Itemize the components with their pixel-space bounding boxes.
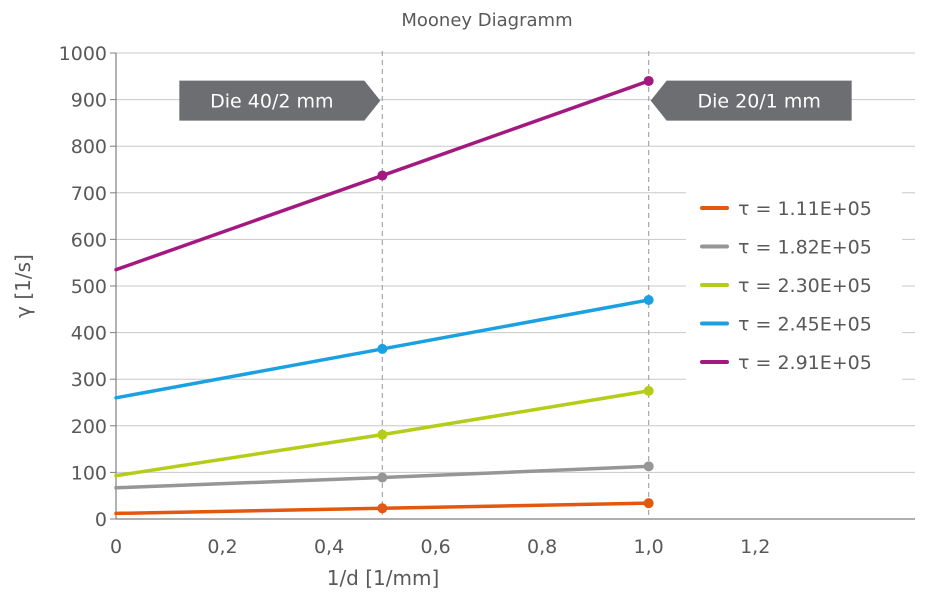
data-markers <box>377 75 654 514</box>
x-tick-label-2: 0,4 <box>314 536 344 558</box>
marker-0-1 <box>643 498 654 509</box>
x-tick-label-4: 0,8 <box>527 536 557 558</box>
callout-label-1: Die 20/1 mm <box>697 91 820 113</box>
gridlines <box>116 52 915 473</box>
marker-3-0 <box>377 343 388 354</box>
x-axis-title: 1/d [1/mm] <box>327 566 440 590</box>
marker-0-0 <box>377 503 388 514</box>
callout-label-0: Die 40/2 mm <box>210 91 333 113</box>
y-tick-labels: 0 100 200 300 400 500 600 700 800 900 1000 <box>59 43 116 531</box>
y-tick-label-4: 400 <box>71 323 107 345</box>
chart-title: Mooney Diagramm <box>401 10 572 31</box>
y-tick-label-7: 700 <box>71 183 107 205</box>
marker-1-0 <box>377 472 388 483</box>
y-tick-label-5: 500 <box>71 276 107 298</box>
x-tick-label-5: 1,0 <box>634 536 664 558</box>
marker-3-1 <box>643 294 654 305</box>
x-tick-label-6: 1,2 <box>740 536 770 558</box>
y-tick-label-10: 1000 <box>59 43 107 65</box>
x-tick-label-3: 0,6 <box>420 536 450 558</box>
legend-label-4: τ = 2.91E+05 <box>738 352 872 374</box>
x-tick-labels: 0 0,2 0,4 0,6 0,8 1,0 1,2 <box>110 536 770 558</box>
callout-box-1 <box>650 80 852 121</box>
x-tick-label-0: 0 <box>110 536 122 558</box>
y-tick-label-6: 600 <box>71 229 107 251</box>
callout-box-0 <box>179 80 381 121</box>
legend-label-3: τ = 2.45E+05 <box>738 314 872 336</box>
die-callouts: Die 40/2 mm Die 20/1 mm <box>179 80 852 121</box>
marker-4-0 <box>377 170 388 181</box>
marker-2-1 <box>643 385 654 396</box>
y-tick-label-8: 800 <box>71 136 107 158</box>
legend-label-2: τ = 2.30E+05 <box>738 275 872 297</box>
y-tick-label-9: 900 <box>71 90 107 112</box>
legend: τ = 1.11E+05 τ = 1.82E+05 τ = 2.30E+05 τ = … <box>686 185 902 382</box>
y-tick-label-3: 300 <box>71 369 107 391</box>
y-axis-title: γ [1/s] <box>11 254 35 318</box>
reference-lines <box>381 51 650 519</box>
marker-1-1 <box>643 461 654 472</box>
marker-4-1 <box>643 75 654 86</box>
marker-2-0 <box>377 429 388 440</box>
legend-label-0: τ = 1.11E+05 <box>738 198 872 220</box>
y-tick-label-1: 100 <box>71 462 107 484</box>
x-tick-label-1: 0,2 <box>207 536 237 558</box>
legend-label-1: τ = 1.82E+05 <box>738 237 872 259</box>
y-tick-label-2: 200 <box>71 416 107 438</box>
y-tick-label-0: 0 <box>95 509 107 531</box>
